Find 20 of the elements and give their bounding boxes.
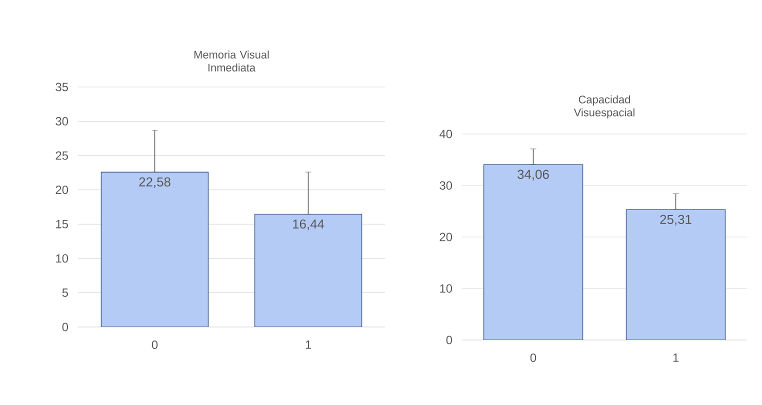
y-tick-label: 25 [56,151,68,160]
y-tick-label: 0 [62,322,68,332]
y-tick-label: 10 [56,254,68,263]
y-tick-label: 30 [440,181,452,190]
y-tick-label: 40 [439,130,452,138]
y-tick-label: 20 [56,186,68,194]
data-label: 25,31 [660,214,692,226]
y-tick-label: 35 [56,82,68,92]
data-label: 16,44 [293,219,324,230]
x-tick-label: 1 [306,340,311,349]
y-tick-label: 20 [440,232,452,242]
x-tick-label: 1 [673,353,678,362]
y-tick-label: 10 [440,284,452,293]
y-tick-label: 5 [62,288,68,297]
chart-title: Memoria Visual Inmediata [194,50,269,72]
y-tick-label: 30 [56,117,68,126]
data-label: 34,06 [518,170,549,180]
y-tick-label: 15 [56,220,68,228]
chart-title: Capacidad Visuespacial [574,95,634,119]
data-label: 22,58 [139,177,170,188]
